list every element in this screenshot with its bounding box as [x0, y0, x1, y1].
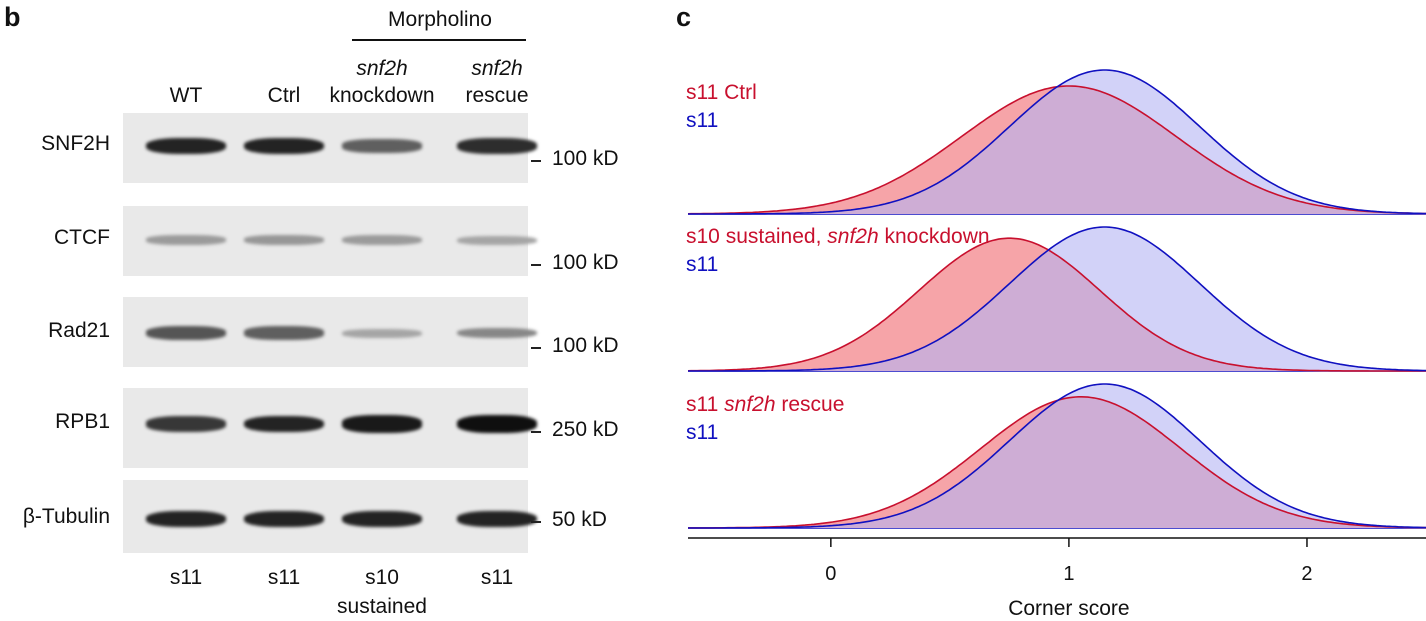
- ridge-legend-red: s11 Ctrl: [686, 81, 757, 104]
- band: [146, 510, 226, 528]
- lane-header-gene: snf2h: [356, 57, 408, 80]
- lane-stage-0: s11: [116, 563, 256, 592]
- legend-text-part: s10 sustained,: [686, 225, 827, 248]
- panel-c-label: c: [676, 2, 692, 32]
- morpholino-bracket-line: [352, 39, 526, 41]
- ridge-legend-red: s10 sustained, snf2h knockdown: [686, 225, 990, 248]
- lane-header-2: snf2h knockdown: [322, 55, 442, 109]
- band: [244, 326, 324, 340]
- lane-header-0: WT: [126, 82, 246, 109]
- ridge-2: [688, 383, 1426, 529]
- lane-header-3: snf2h rescue: [437, 55, 557, 109]
- lane-stage-label: s10: [365, 566, 399, 589]
- lane-header-label: WT: [169, 84, 203, 107]
- legend-gene: snf2h: [827, 225, 878, 248]
- marker-tick: [531, 160, 541, 162]
- ridge-legend-blue: s11: [686, 253, 718, 276]
- marker-label: 100 kD: [552, 334, 619, 357]
- band: [457, 137, 537, 155]
- lane-stage-label: s11: [267, 566, 301, 589]
- band: [342, 328, 422, 338]
- protein-label: β-Tubulin: [22, 505, 110, 528]
- lane-header-label: rescue: [465, 84, 529, 107]
- marker-tick: [531, 521, 541, 523]
- marker-tick: [531, 431, 541, 433]
- band: [342, 139, 422, 153]
- legend-text-part: rescue: [776, 393, 845, 416]
- band: [457, 235, 537, 245]
- x-tick-label: 1: [1063, 563, 1074, 585]
- ridge-0: [687, 69, 1426, 215]
- protein-label: SNF2H: [41, 132, 110, 155]
- lane-header-1: Ctrl: [224, 82, 344, 109]
- ridge-legend-blue: s11: [686, 109, 718, 132]
- band: [244, 510, 324, 528]
- band: [146, 137, 226, 155]
- panel-b-label: b: [4, 2, 21, 32]
- morpholino-header: Morpholino: [388, 8, 492, 31]
- x-axis-label: Corner score: [1008, 597, 1129, 620]
- density-fill-blue: [688, 227, 1426, 371]
- marker-label: 100 kD: [552, 251, 619, 274]
- band: [244, 137, 324, 155]
- band: [457, 327, 537, 339]
- density-line-blue: [688, 69, 1426, 215]
- lane-stage-sub: sustained: [337, 595, 427, 618]
- marker-label: 100 kD: [552, 147, 619, 170]
- band: [146, 416, 226, 432]
- density-line-blue: [688, 383, 1426, 529]
- lane-stage-2: s10 sustained: [312, 563, 452, 621]
- band: [244, 235, 324, 245]
- x-tick-label: 0: [825, 563, 836, 585]
- protein-label: Rad21: [48, 319, 110, 342]
- marker-label: 250 kD: [552, 418, 619, 441]
- lane-stage-label: s11: [169, 566, 203, 589]
- density-fill-blue: [688, 70, 1426, 214]
- band: [342, 235, 422, 245]
- band: [342, 510, 422, 528]
- legend-text-part: s11: [686, 393, 724, 416]
- marker-tick: [531, 264, 541, 266]
- band: [457, 510, 537, 528]
- band: [244, 415, 324, 433]
- marker-tick: [531, 347, 541, 349]
- legend-gene: snf2h: [724, 393, 775, 416]
- lane-header-label: knockdown: [329, 84, 435, 107]
- protein-label: CTCF: [54, 226, 110, 249]
- band: [342, 415, 422, 433]
- lane-header-label: Ctrl: [267, 84, 301, 107]
- ridge-1: [687, 226, 1426, 372]
- legend-text-part: knockdown: [879, 225, 990, 248]
- density-line-red: [687, 237, 1426, 372]
- marker-label: 50 kD: [552, 508, 607, 531]
- band: [146, 235, 226, 245]
- lane-stage-1: s11: [214, 563, 354, 592]
- band: [457, 415, 537, 433]
- corner-score-ridge-chart: s11 Ctrl s11 s10 sustained, snf2h knockdow…: [686, 69, 1426, 620]
- lane-stage-3: s11: [427, 563, 567, 592]
- ridge-legend-blue: s11: [686, 421, 718, 444]
- x-tick-label: 2: [1301, 563, 1312, 585]
- lane-header-gene: snf2h: [471, 57, 523, 80]
- ridge-legend-red: s11 snf2h rescue: [686, 393, 844, 416]
- band: [146, 326, 226, 340]
- lane-stage-label: s11: [480, 566, 514, 589]
- density-line-blue: [688, 226, 1426, 372]
- protein-label: RPB1: [55, 410, 110, 433]
